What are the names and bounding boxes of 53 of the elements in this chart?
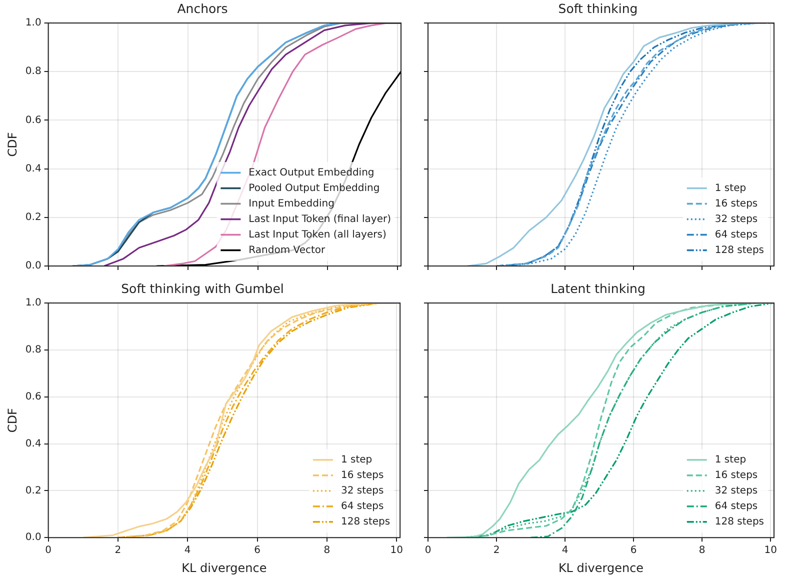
x-tick-label: 2 bbox=[114, 545, 122, 556]
x-tick-label: 2 bbox=[493, 545, 500, 556]
chart-title: Latent thinking bbox=[550, 280, 646, 296]
y-tick-label: 0.6 bbox=[25, 391, 42, 402]
y-tick-label: 0.4 bbox=[25, 438, 42, 450]
legend-label: Last Input Token (all layers) bbox=[248, 229, 386, 240]
legend-label: 64 steps bbox=[714, 500, 758, 512]
y-tick-label: 0.4 bbox=[25, 163, 42, 174]
legend-label: 64 steps bbox=[714, 229, 758, 240]
chart-title: Anchors bbox=[177, 0, 228, 16]
y-tick-label: 0.6 bbox=[25, 114, 42, 126]
legend-label: 64 steps bbox=[340, 500, 384, 512]
legend-label: 1 step bbox=[714, 454, 746, 466]
y-tick-label: 0.8 bbox=[25, 344, 42, 356]
y-tick-label: 0.0 bbox=[25, 532, 42, 544]
x-tick-label: 4 bbox=[562, 545, 568, 556]
y-axis-title: CDF bbox=[5, 132, 20, 157]
legend-label: 128 steps bbox=[714, 244, 764, 256]
x-tick-label: 10 bbox=[764, 545, 777, 556]
x-axis-title: KL divergence bbox=[182, 560, 267, 575]
chart-title: Soft thinking bbox=[558, 0, 638, 16]
legend-label: 1 step bbox=[714, 182, 746, 194]
legend-label: 128 steps bbox=[340, 516, 390, 528]
legend-label: Input Embedding bbox=[248, 198, 334, 210]
y-axis-title: CDF bbox=[5, 408, 20, 433]
x-tick-label: 8 bbox=[324, 545, 330, 556]
x-tick-label: 10 bbox=[390, 545, 403, 556]
legend-label: Random Vector bbox=[248, 244, 326, 256]
legend-label: 32 steps bbox=[714, 485, 758, 496]
legend-label: 128 steps bbox=[714, 516, 764, 528]
legend-label: Last Input Token (final layer) bbox=[248, 214, 392, 225]
y-tick-label: 0.0 bbox=[25, 260, 42, 272]
x-tick-label: 8 bbox=[698, 545, 706, 556]
legend-label: Exact Output Embedding bbox=[248, 167, 374, 178]
x-tick-label: 6 bbox=[630, 545, 637, 556]
x-tick-label: 0 bbox=[45, 545, 52, 556]
legend-label: 16 steps bbox=[714, 198, 758, 210]
x-tick-label: 6 bbox=[254, 545, 260, 556]
x-tick-label: 4 bbox=[184, 545, 191, 556]
y-tick-label: 1.0 bbox=[25, 298, 42, 309]
y-tick-label: 0.2 bbox=[25, 485, 42, 496]
y-tick-label: 0.2 bbox=[25, 212, 42, 223]
x-tick-label: 0 bbox=[424, 545, 432, 556]
legend-label: 16 steps bbox=[714, 470, 758, 481]
legend-label: Pooled Output Embedding bbox=[248, 182, 380, 194]
legend-label: 32 steps bbox=[340, 485, 384, 496]
legend-label: 32 steps bbox=[714, 214, 758, 225]
y-tick-label: 1.0 bbox=[25, 18, 42, 29]
chart-title: Soft thinking with Gumbel bbox=[121, 280, 284, 296]
y-tick-label: 0.8 bbox=[25, 66, 42, 78]
legend-label: 1 step bbox=[340, 454, 372, 466]
x-axis-title: KL divergence bbox=[558, 560, 644, 575]
legend-label: 16 steps bbox=[340, 470, 384, 481]
